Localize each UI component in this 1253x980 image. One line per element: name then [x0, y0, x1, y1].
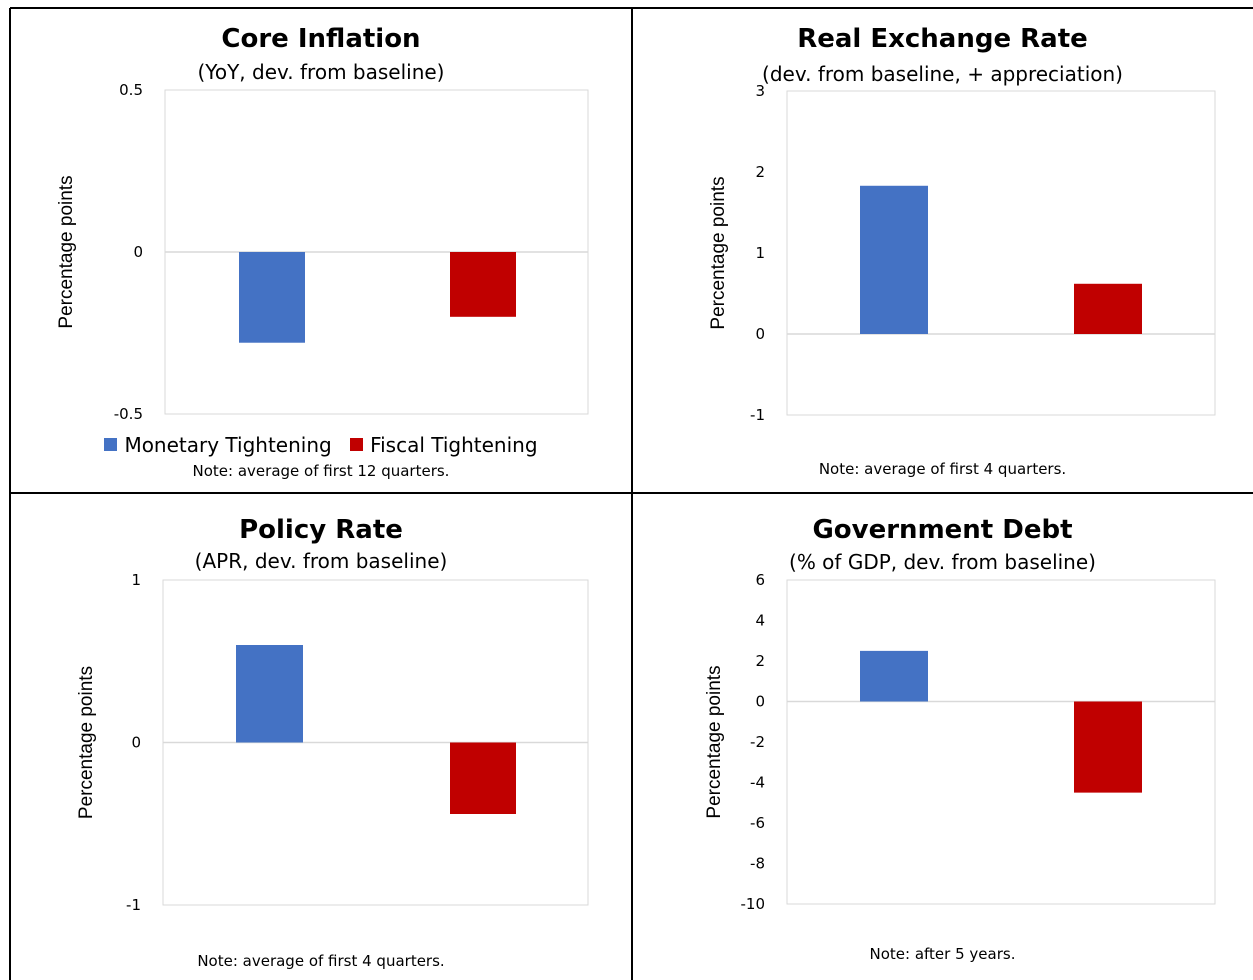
plot-area: -1 0 1 Percentage points	[76, 571, 589, 914]
y-tick-label: 2	[755, 652, 765, 670]
chart-core-inflation: Core Inflation (YoY, dev. from baseline)…	[10, 8, 632, 493]
chart-subtitle: (YoY, dev. from baseline)	[197, 60, 445, 84]
chart-note: Note: average of first 4 quarters.	[197, 952, 445, 970]
y-tick-label: 0	[131, 734, 141, 752]
y-axis-label: Percentage points	[708, 176, 729, 329]
chart-note: Note: after 5 years.	[869, 945, 1016, 963]
y-tick-label: 4	[755, 612, 765, 630]
legend-swatch-monetary	[104, 438, 118, 451]
legend-item-monetary: Monetary Tightening	[104, 432, 332, 457]
y-tick-label: 1	[131, 571, 141, 589]
legend-label-fiscal: Fiscal Tightening	[370, 432, 538, 457]
y-tick-label: -8	[750, 855, 765, 873]
chart-legend: Monetary Tightening Fiscal Tightening	[10, 432, 632, 457]
y-tick-label: 0.5	[119, 81, 143, 99]
chart-title: Core Inflation	[221, 24, 421, 54]
y-tick-label: -10	[741, 895, 766, 913]
y-tick-label: -6	[750, 814, 765, 832]
plot-border	[786, 90, 1216, 416]
chart-subtitle: (% of GDP, dev. from baseline)	[789, 550, 1096, 574]
y-tick-label: 1	[755, 244, 765, 262]
chart-policy-rate: Policy Rate (APR, dev. from baseline) -1…	[10, 493, 632, 980]
bar-fiscal-tightening	[450, 252, 516, 317]
y-tick-label: -2	[750, 733, 765, 751]
plot-area: -1 0 1 2 3 Percentage points	[708, 82, 1216, 424]
plot-area: -0.5 0 0.5 Percentage points	[56, 81, 589, 423]
chart-real-exchange-rate: Real Exchange Rate (dev. from baseline, …	[632, 8, 1253, 493]
chart-subtitle: (APR, dev. from baseline)	[194, 549, 448, 573]
y-tick-label: 0	[133, 243, 143, 261]
bar-monetary-tightening	[236, 645, 303, 743]
y-axis-label: Percentage points	[56, 175, 77, 328]
chart-title: Policy Rate	[239, 515, 403, 545]
y-tick-label: 0	[755, 693, 765, 711]
y-tick-label: 3	[755, 82, 765, 100]
chart-note: Note: average of first 4 quarters.	[818, 460, 1067, 478]
y-tick-label: 6	[755, 571, 765, 589]
y-tick-label: -1	[750, 406, 765, 424]
y-tick-label: -4	[750, 774, 765, 792]
bar-monetary-tightening	[860, 650, 928, 702]
bar-fiscal-tightening	[1074, 283, 1142, 334]
plot-area: -10 -8 -6 -4 -2 0 2 4 6 Percentage points	[704, 571, 1216, 913]
chart-subtitle: (dev. from baseline, + appreciation)	[762, 62, 1123, 86]
chart-title: Real Exchange Rate	[797, 24, 1088, 54]
bar-fiscal-tightening	[1074, 701, 1142, 793]
bar-monetary-tightening	[860, 185, 928, 334]
legend-swatch-fiscal	[350, 438, 364, 451]
y-tick-label: -0.5	[114, 405, 143, 423]
y-tick-label: 2	[755, 163, 765, 181]
legend-label-monetary: Monetary Tightening	[124, 432, 332, 457]
chart-government-debt: Government Debt (% of GDP, dev. from bas…	[632, 493, 1253, 980]
plot-border	[786, 579, 1216, 905]
legend-item-fiscal: Fiscal Tightening	[350, 432, 538, 457]
bar-fiscal-tightening	[450, 742, 516, 814]
chart-title: Government Debt	[812, 515, 1073, 545]
y-axis-label: Percentage points	[76, 666, 97, 819]
y-tick-label: -1	[126, 896, 141, 914]
y-axis-label: Percentage points	[704, 665, 725, 818]
chart-note: Note: average of first 12 quarters.	[192, 462, 450, 480]
bar-monetary-tightening	[239, 252, 305, 343]
y-tick-label: 0	[755, 325, 765, 343]
